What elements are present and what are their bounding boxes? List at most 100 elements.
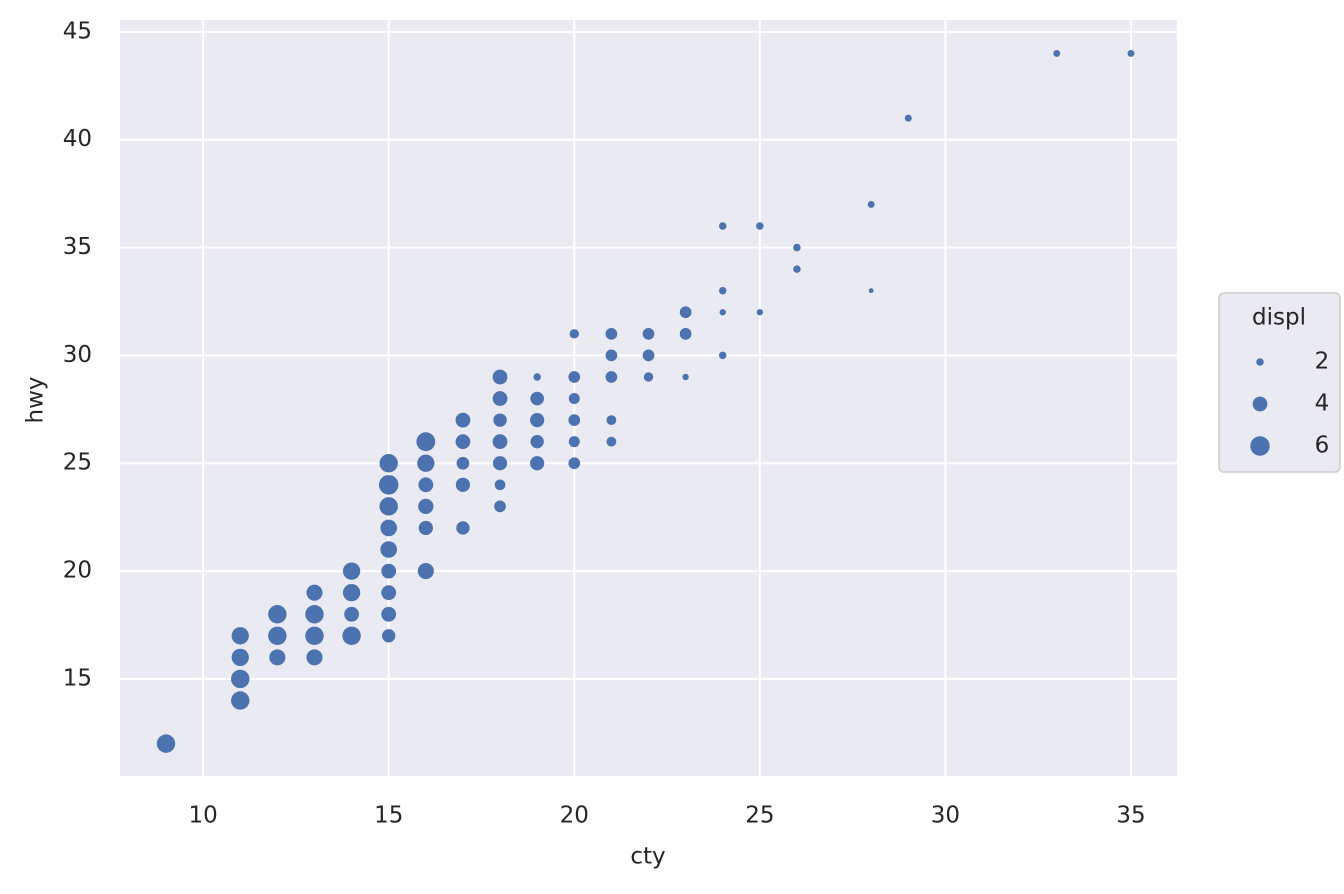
- point: [306, 584, 323, 601]
- y-tick-label: 45: [63, 18, 92, 44]
- point: [679, 306, 692, 319]
- point: [417, 563, 434, 580]
- point: [418, 520, 433, 536]
- point: [418, 477, 434, 493]
- point: [530, 456, 545, 471]
- point: [1053, 49, 1061, 57]
- point: [231, 648, 249, 667]
- y-tick-label: 25: [63, 450, 92, 476]
- point: [606, 415, 617, 426]
- point: [642, 349, 655, 362]
- legend-marker: [1256, 358, 1264, 366]
- point: [305, 605, 324, 624]
- point: [492, 391, 508, 406]
- point: [455, 434, 471, 450]
- point: [231, 691, 250, 710]
- point: [418, 498, 434, 515]
- point: [381, 585, 397, 601]
- point: [344, 606, 359, 622]
- legend-marker: [1250, 436, 1270, 456]
- point: [456, 456, 470, 470]
- point: [378, 475, 399, 495]
- point: [718, 222, 727, 230]
- point: [718, 351, 727, 360]
- x-tick-label: 30: [931, 803, 960, 829]
- x-tick-label: 25: [745, 803, 774, 829]
- point: [868, 288, 874, 294]
- point: [381, 606, 397, 622]
- point: [379, 454, 398, 473]
- point: [269, 649, 286, 666]
- point: [268, 605, 287, 624]
- point: [568, 457, 581, 470]
- point: [605, 327, 618, 340]
- point: [416, 432, 436, 452]
- point: [492, 456, 508, 471]
- point: [793, 243, 801, 252]
- point: [305, 626, 324, 646]
- point: [568, 436, 580, 448]
- point: [569, 329, 579, 339]
- point: [455, 477, 471, 492]
- point: [456, 521, 470, 535]
- point: [494, 500, 506, 513]
- point: [606, 436, 617, 447]
- point: [643, 372, 654, 382]
- x-tick-label: 15: [374, 803, 403, 829]
- point: [342, 584, 361, 602]
- y-axis-label: hwy: [23, 377, 49, 424]
- legend-label: 4: [1315, 391, 1330, 417]
- plot-background: [120, 20, 1177, 776]
- point: [568, 393, 580, 405]
- point: [380, 519, 397, 537]
- x-tick-label: 35: [1116, 803, 1145, 829]
- x-tick-label: 20: [560, 803, 589, 829]
- y-tick-label: 30: [63, 342, 92, 368]
- point: [530, 413, 545, 428]
- point: [492, 369, 508, 385]
- point: [867, 200, 875, 208]
- point: [231, 627, 249, 645]
- legend-title: displ: [1252, 305, 1306, 331]
- point: [568, 414, 581, 426]
- point: [268, 626, 287, 646]
- point: [379, 497, 398, 516]
- point: [719, 309, 726, 316]
- legend-marker: [1252, 396, 1268, 412]
- point: [568, 371, 581, 383]
- point: [682, 373, 689, 381]
- point: [718, 286, 727, 295]
- legend-label: 2: [1315, 349, 1330, 375]
- point: [342, 562, 361, 580]
- y-tick-label: 15: [63, 665, 92, 691]
- point: [530, 391, 544, 406]
- point: [492, 434, 508, 450]
- point: [605, 349, 618, 362]
- y-tick-label: 20: [63, 558, 92, 584]
- legend-label: 6: [1315, 433, 1330, 459]
- point: [756, 309, 764, 316]
- point: [533, 373, 541, 381]
- y-tick-label: 40: [63, 126, 92, 152]
- point: [306, 649, 323, 666]
- point: [342, 626, 361, 646]
- point: [455, 412, 471, 428]
- legend-box: [1218, 292, 1341, 473]
- point: [493, 413, 507, 427]
- point: [605, 371, 618, 383]
- y-tick-label: 35: [63, 234, 92, 260]
- point: [793, 265, 801, 273]
- point: [494, 479, 506, 491]
- point: [530, 435, 544, 449]
- point: [381, 563, 397, 579]
- point: [231, 669, 250, 689]
- point: [904, 114, 912, 122]
- point: [417, 454, 435, 472]
- point: [756, 222, 764, 230]
- point: [1127, 49, 1135, 57]
- point: [679, 327, 692, 340]
- point: [380, 541, 397, 558]
- point: [382, 629, 396, 643]
- x-axis-label: cty: [630, 844, 665, 870]
